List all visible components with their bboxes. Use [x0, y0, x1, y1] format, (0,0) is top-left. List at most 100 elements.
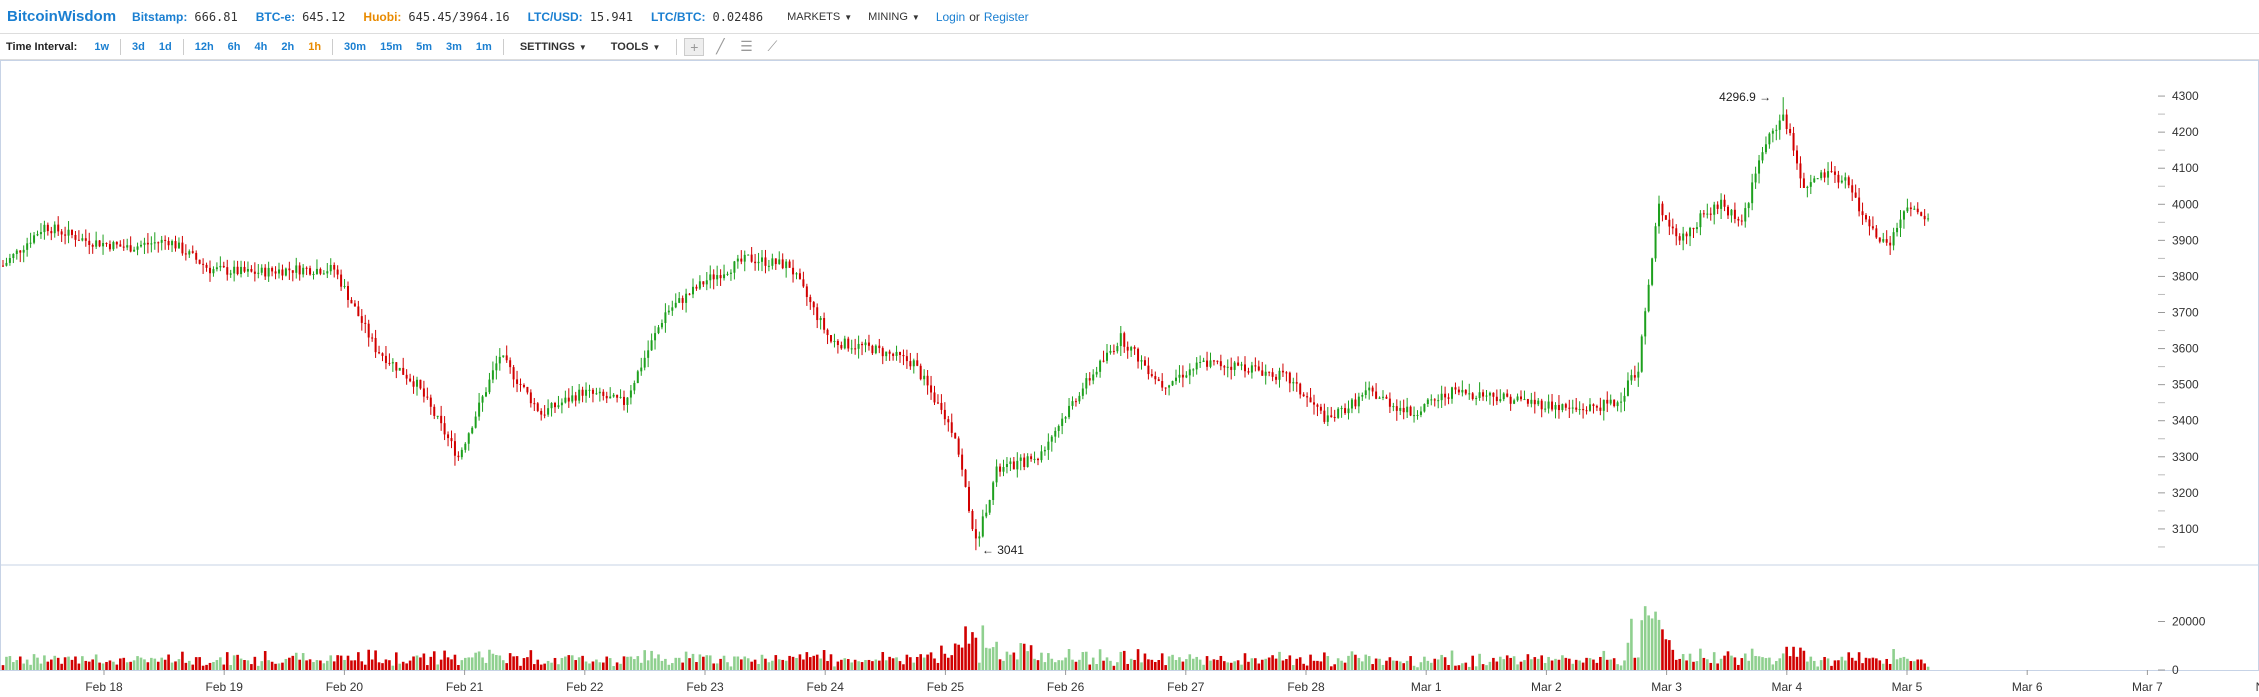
- candle-body: [343, 286, 346, 288]
- interval-1h[interactable]: 1h: [308, 40, 322, 53]
- volume-bar: [1664, 639, 1668, 670]
- volume-bar: [1757, 656, 1761, 670]
- interval-15m[interactable]: 15m: [380, 40, 403, 53]
- candle-body: [854, 348, 857, 350]
- candle-body: [957, 438, 960, 455]
- volume-bar: [67, 656, 70, 670]
- volume-bar: [988, 648, 991, 670]
- volume-bar: [436, 664, 439, 670]
- trendline-icon[interactable]: ╱: [716, 38, 725, 54]
- candle-body: [626, 397, 629, 405]
- volume-bar: [815, 654, 819, 670]
- candle-body: [1540, 400, 1543, 410]
- volume-bar: [132, 660, 136, 670]
- candle-body: [467, 433, 470, 444]
- ticker-btce[interactable]: BTC-e: 645.12: [256, 10, 346, 24]
- horizontal-lines-icon[interactable]: ☰: [740, 38, 753, 54]
- candle-body: [416, 379, 418, 387]
- register-link[interactable]: Register: [983, 9, 1029, 24]
- candle-body: [33, 235, 36, 243]
- candle-body: [1706, 213, 1709, 215]
- interval-30m[interactable]: 30m: [344, 40, 367, 53]
- fibonacci-icon[interactable]: ⟋: [767, 38, 778, 54]
- candle-body: [367, 323, 370, 338]
- volume-bar: [1402, 663, 1405, 670]
- interval-12h[interactable]: 12h: [194, 40, 214, 53]
- crosshair-icon[interactable]: +: [684, 37, 705, 56]
- high-annotation: 4296.9 →: [1719, 90, 1771, 104]
- candle-body: [1350, 399, 1353, 409]
- volume-bar: [222, 664, 226, 670]
- candle-body: [916, 360, 919, 366]
- volume-bar: [760, 654, 764, 670]
- ticker-bitstamp[interactable]: Bitstamp: 666.81: [132, 10, 238, 24]
- candle-body: [1161, 381, 1164, 388]
- date-tick-label: Mar 3: [1651, 680, 1682, 694]
- ticker-ltcbtc[interactable]: LTC/BTC: 0.02486: [651, 10, 763, 24]
- volume-bar: [12, 662, 15, 670]
- candle-body: [774, 258, 777, 265]
- price-chart[interactable]: 3100 3200 3300 3400 3500 3600 3700 3800 3900 4000…: [0, 60, 2259, 697]
- volume-bar: [1454, 665, 1457, 670]
- mining-menu[interactable]: MINING ▼: [868, 11, 920, 23]
- candle-body: [550, 402, 553, 409]
- login-link[interactable]: Login: [935, 9, 966, 24]
- candle-body: [1854, 192, 1857, 198]
- candle-body: [1068, 405, 1071, 418]
- interval-5m[interactable]: 5m: [416, 40, 433, 53]
- candle-body: [1440, 393, 1443, 401]
- volume-bar: [288, 657, 291, 670]
- volume-bar: [181, 651, 184, 670]
- volume-bar: [1564, 657, 1568, 670]
- volume-bar: [481, 657, 484, 670]
- candle-body: [1461, 389, 1464, 393]
- volume-bar: [1902, 656, 1906, 670]
- volume-bar: [615, 662, 619, 670]
- volume-bar: [177, 659, 181, 670]
- interval-4h[interactable]: 4h: [254, 40, 268, 53]
- candle-body: [1471, 393, 1474, 400]
- volume-bar: [1909, 661, 1913, 670]
- volume-bar: [1578, 660, 1581, 670]
- candle-body: [157, 242, 160, 244]
- volume-bar: [1485, 665, 1488, 670]
- volume-bar: [891, 658, 895, 670]
- candle-body: [1792, 133, 1795, 151]
- brand-logo[interactable]: BitcoinWisdom: [7, 8, 117, 25]
- volume-bar: [122, 657, 126, 670]
- tools-menu[interactable]: TOOLS ▼: [611, 41, 661, 53]
- candle-body: [533, 403, 536, 405]
- interval-3m[interactable]: 3m: [446, 40, 462, 53]
- volume-bar: [1895, 659, 1899, 670]
- markets-menu[interactable]: MARKETS ▼: [787, 11, 852, 23]
- interval-1d[interactable]: 1d: [158, 40, 172, 53]
- volume-bar: [1802, 650, 1806, 670]
- candle-body: [1623, 395, 1626, 402]
- ticker-ltcusd[interactable]: LTC/USD: 15.941: [528, 10, 633, 24]
- volume-bar: [1623, 660, 1626, 670]
- interval-1m[interactable]: 1m: [475, 40, 492, 53]
- interval-6h[interactable]: 6h: [227, 40, 241, 53]
- volume-bar: [326, 660, 329, 670]
- interval-2h[interactable]: 2h: [281, 40, 295, 53]
- date-tick-label: Feb 21: [446, 680, 484, 694]
- candle-body: [785, 261, 788, 269]
- volume-bar: [1326, 656, 1330, 670]
- candle-body: [1316, 404, 1319, 407]
- volume-bar: [464, 657, 467, 670]
- price-tick-label: 4200: [2172, 125, 2199, 139]
- settings-menu[interactable]: SETTINGS ▼: [520, 41, 587, 53]
- volume-bar: [1388, 657, 1392, 670]
- candle-body: [554, 402, 556, 408]
- volume-bar: [270, 661, 274, 670]
- candle-body: [1237, 362, 1240, 366]
- interval-1w[interactable]: 1w: [94, 40, 110, 53]
- interval-3d[interactable]: 3d: [132, 40, 145, 53]
- price-tick-label: 4100: [2172, 161, 2199, 175]
- candle-body: [1385, 396, 1388, 399]
- ticker-huobi[interactable]: Huobi: 645.45/3964.16: [363, 10, 509, 24]
- candle-body: [1054, 430, 1057, 437]
- volume-bar: [1837, 660, 1840, 670]
- volume-bar: [460, 660, 464, 670]
- candle-body: [930, 385, 933, 393]
